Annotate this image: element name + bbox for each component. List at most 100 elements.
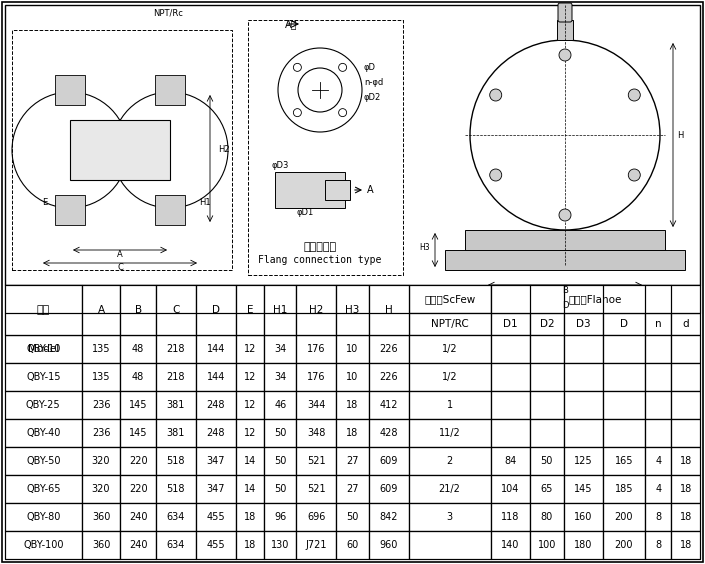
Bar <box>5 5 700 285</box>
Bar <box>297 531 336 559</box>
Bar <box>5 531 82 559</box>
Bar <box>645 475 671 503</box>
Text: H: H <box>385 305 393 315</box>
Bar <box>264 447 297 475</box>
Bar <box>236 447 264 475</box>
Bar <box>121 285 156 313</box>
Bar <box>645 419 671 447</box>
Text: A: A <box>117 250 123 259</box>
Bar <box>564 503 603 531</box>
Bar <box>645 363 671 391</box>
Bar <box>156 363 196 391</box>
Bar <box>603 285 645 313</box>
Bar <box>491 447 529 475</box>
Bar <box>236 531 264 559</box>
Text: 140: 140 <box>501 540 520 550</box>
Bar <box>564 313 603 335</box>
Bar <box>121 313 156 335</box>
Bar <box>82 335 121 363</box>
Text: H1: H1 <box>274 305 288 315</box>
Text: 176: 176 <box>307 344 326 354</box>
Text: 180: 180 <box>574 540 593 550</box>
Bar <box>121 447 156 475</box>
Bar <box>336 285 369 313</box>
Bar <box>603 335 645 363</box>
Bar <box>121 313 156 335</box>
Bar <box>236 531 264 559</box>
Text: 135: 135 <box>92 344 110 354</box>
Bar <box>196 503 236 531</box>
Text: A: A <box>97 305 104 315</box>
Bar <box>408 447 491 475</box>
Bar <box>121 503 156 531</box>
Text: A: A <box>367 185 374 195</box>
Text: H3: H3 <box>419 243 430 252</box>
Text: 18: 18 <box>680 540 692 550</box>
Bar <box>603 285 645 313</box>
Text: 842: 842 <box>379 512 398 522</box>
Text: 320: 320 <box>92 484 110 494</box>
Bar <box>369 285 408 313</box>
Bar <box>529 531 564 559</box>
Bar <box>671 285 700 313</box>
Bar <box>491 285 529 313</box>
Text: H: H <box>677 130 683 139</box>
Text: 412: 412 <box>379 400 398 410</box>
Text: 27: 27 <box>346 484 359 494</box>
Text: D: D <box>212 305 220 315</box>
Bar <box>5 363 82 391</box>
Bar <box>564 475 603 503</box>
Bar <box>369 391 408 419</box>
Bar <box>82 503 121 531</box>
Bar <box>5 503 82 531</box>
Text: 4: 4 <box>655 484 661 494</box>
Text: 144: 144 <box>207 372 225 382</box>
Text: 696: 696 <box>307 512 326 522</box>
Bar <box>196 313 236 335</box>
Bar <box>121 475 156 503</box>
Bar <box>603 531 645 559</box>
Bar <box>408 313 491 335</box>
Text: J721: J721 <box>306 540 327 550</box>
Text: 80: 80 <box>541 512 553 522</box>
Text: 200: 200 <box>615 540 633 550</box>
Bar <box>82 285 121 335</box>
Text: 48: 48 <box>132 344 145 354</box>
Bar <box>491 335 529 363</box>
Bar <box>236 475 264 503</box>
Text: NPT/RC: NPT/RC <box>431 319 469 329</box>
Bar <box>491 447 529 475</box>
Bar <box>645 503 671 531</box>
Bar <box>5 531 82 559</box>
Bar <box>264 285 297 313</box>
Bar <box>408 363 491 391</box>
Text: 455: 455 <box>207 512 225 522</box>
Bar <box>529 531 564 559</box>
Bar <box>671 475 700 503</box>
Bar <box>369 531 408 559</box>
Text: D1: D1 <box>503 319 517 329</box>
Text: 48: 48 <box>132 372 145 382</box>
Bar <box>196 475 236 503</box>
Bar <box>369 363 408 391</box>
Bar <box>236 313 264 335</box>
Bar <box>121 447 156 475</box>
Text: 18: 18 <box>244 540 257 550</box>
Bar <box>236 503 264 531</box>
Bar <box>408 313 491 335</box>
Bar <box>336 335 369 363</box>
Bar <box>70 120 170 180</box>
Bar <box>529 335 564 363</box>
Bar <box>645 391 671 419</box>
Bar <box>529 447 564 475</box>
Text: 145: 145 <box>574 484 593 494</box>
Text: 609: 609 <box>379 456 398 466</box>
Bar <box>156 531 196 559</box>
Text: NPT/Rc: NPT/Rc <box>153 8 183 17</box>
Bar <box>236 363 264 391</box>
Bar <box>5 475 82 503</box>
Bar <box>529 503 564 531</box>
Bar <box>603 363 645 391</box>
Bar <box>369 285 408 335</box>
Text: 50: 50 <box>274 428 287 438</box>
